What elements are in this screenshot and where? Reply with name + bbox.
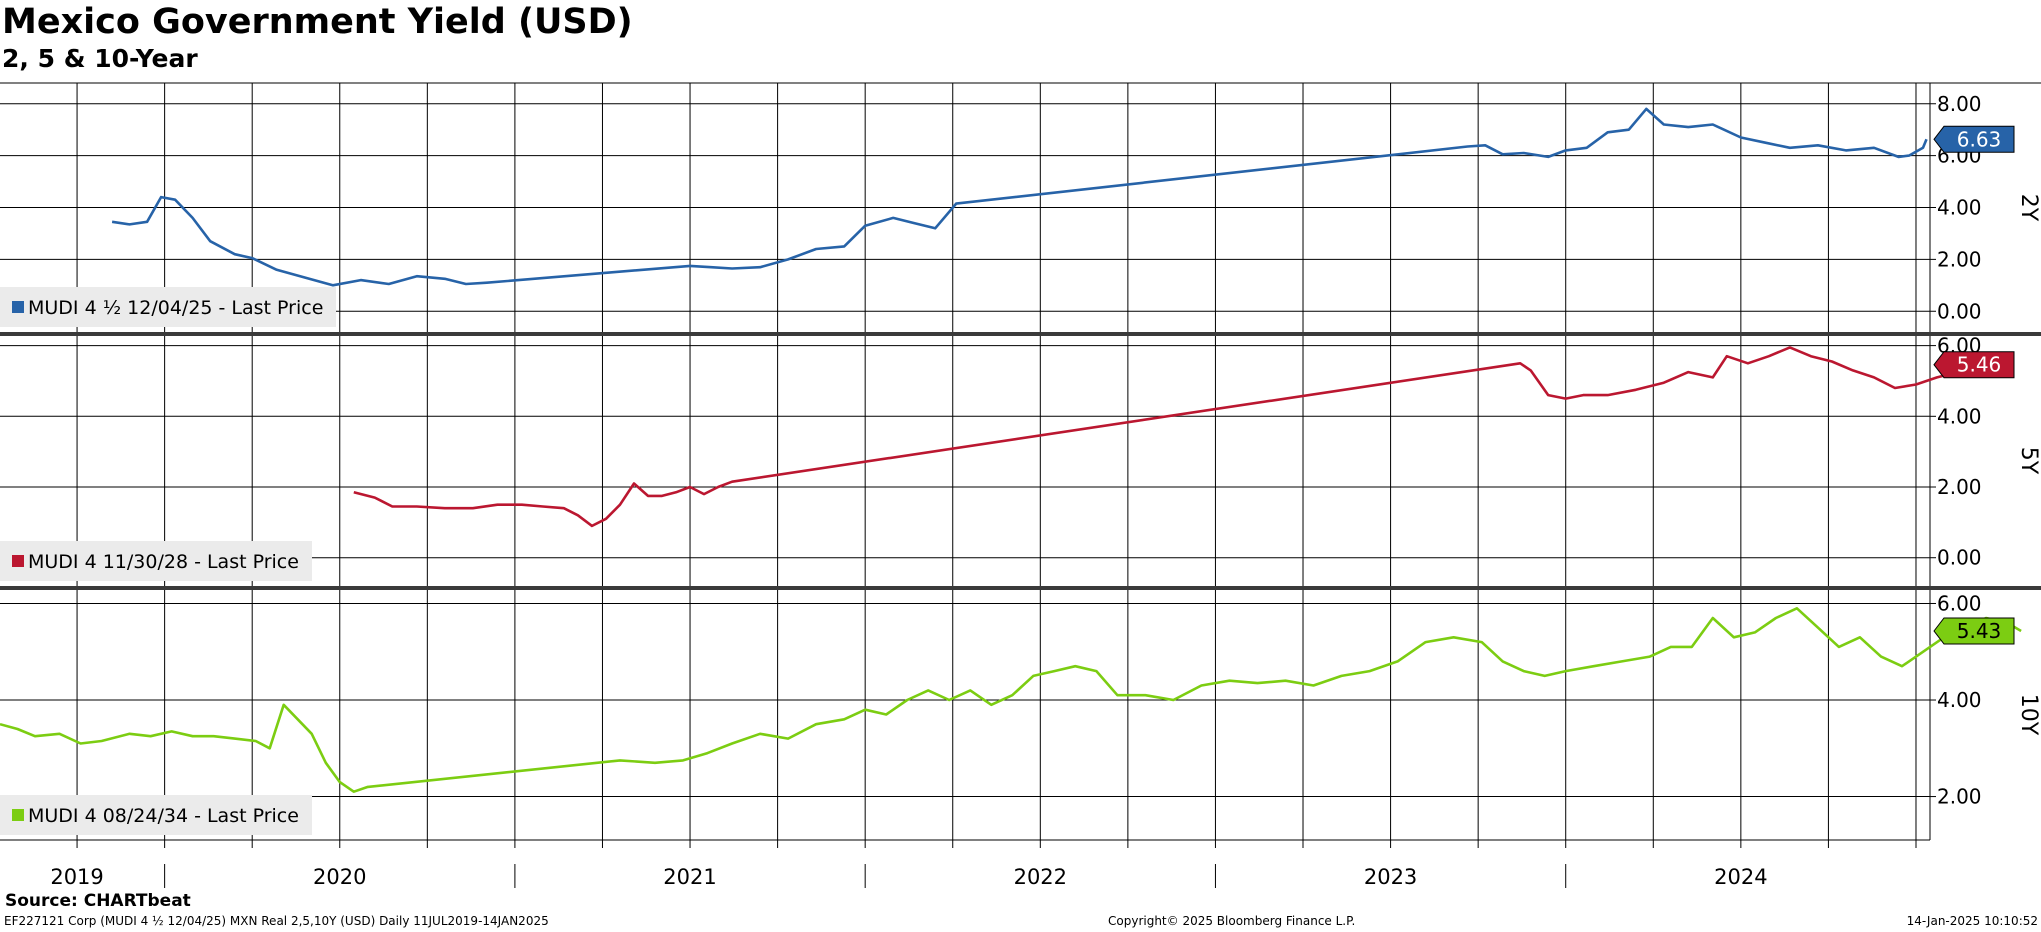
legend-swatch [12, 809, 24, 821]
panel-separator [0, 586, 2041, 590]
footer-security-info: EF227121 Corp (MUDI 4 ½ 12/04/25) MXN Re… [4, 914, 549, 928]
y-tick-label: 2.00 [1937, 475, 1982, 499]
footer-copyright: Copyright© 2025 Bloomberg Finance L.P. [1108, 914, 1356, 928]
last-value-label: 5.46 [1957, 353, 2002, 377]
last-value-tag [1933, 617, 2015, 645]
year-label-2019: 2019 [50, 865, 103, 889]
legend-label: MUDI 4 08/24/34 - Last Price [28, 805, 299, 827]
source-note: Source: CHARTbeat [5, 891, 191, 911]
y-tick-label: 4.00 [1937, 404, 1982, 428]
last-value-label: 5.43 [1957, 619, 2002, 643]
legend-swatch [12, 555, 24, 567]
y-tick-label: 2.00 [1937, 785, 1982, 809]
chart-subtitle: 2, 5 & 10-Year [2, 44, 198, 73]
legend-label: MUDI 4 ½ 12/04/25 - Last Price [28, 297, 323, 319]
series-line-2y [111, 107, 1928, 287]
panel-label-5y: 5Y [2016, 447, 2041, 475]
last-value-tag [1933, 351, 2015, 379]
y-tick-label: 8.00 [1937, 92, 1982, 116]
last-value-label: 6.63 [1957, 127, 2002, 151]
y-tick-label: 0.00 [1937, 299, 1982, 323]
year-label-2024: 2024 [1714, 865, 1767, 889]
series-line-10y [0, 607, 2022, 793]
x-axis: 2019 2020 2021 2022 2023 2024 [0, 839, 1930, 889]
y-tick-label: 4.00 [1937, 196, 1982, 220]
y-tick-label: 4.00 [1937, 688, 1982, 712]
legend-label: MUDI 4 11/30/28 - Last Price [28, 551, 299, 573]
legend-box [0, 541, 312, 581]
year-label-2021: 2021 [663, 865, 716, 889]
y-tick-label: 0.00 [1937, 546, 1982, 570]
panel-label-2y: 2Y [2016, 194, 2041, 222]
legend-swatch [12, 301, 24, 313]
last-value-tag [1933, 125, 2015, 153]
year-label-2022: 2022 [1014, 865, 1067, 889]
legend-box [0, 287, 336, 327]
panel-10y: 6.00 4.00 2.00 10Y 5.43 MUDI 4 08/24/34 - Las… [0, 589, 2041, 840]
chart-title: Mexico Government Yield (USD) [2, 2, 633, 42]
panel-separator [0, 332, 2041, 336]
panel-label-10y: 10Y [2016, 694, 2041, 736]
y-tick-label: 2.00 [1937, 247, 1982, 271]
year-label-2023: 2023 [1364, 865, 1417, 889]
series-line-5y [353, 346, 1997, 528]
year-label-2020: 2020 [313, 865, 366, 889]
legend-box [0, 795, 312, 835]
footer-timestamp: 14-Jan-2025 10:10:52 [1906, 914, 2038, 928]
y-tick-label: 6.00 [1937, 591, 1982, 615]
